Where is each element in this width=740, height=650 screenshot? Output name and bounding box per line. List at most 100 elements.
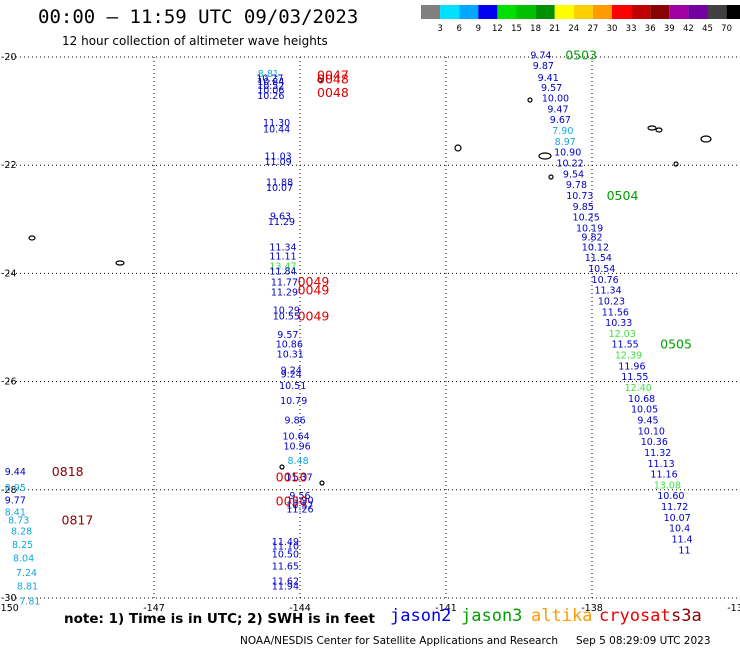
colorbar-swatch [707,5,727,19]
wave-height-label: 9.47 [547,104,568,115]
island-outline [454,144,462,152]
wave-height-label: 10.90 [554,148,581,159]
colorbar-tick-label: 6 [456,24,461,34]
island-outline [319,480,325,486]
colorbar-swatch [592,5,612,19]
wave-height-label: 8.04 [13,553,34,564]
pass-time-label: 0504 [607,188,639,203]
wave-height-label: 10.54 [588,264,615,275]
wave-height-label: 10.84 [257,77,284,88]
pass-time-label: 0503 [565,47,597,62]
wave-height-label: 12.39 [615,351,642,362]
y-axis-labels: -20 -22 -24 -26 -28 -30 [1,52,17,604]
x-tick-label: -138 [581,603,603,614]
legend-item-jason2: jason2 [390,606,452,626]
wave-height-label: 8.25 [12,540,33,551]
wave-height-label: 7.81 [19,597,40,608]
page-title: 00:00 – 11:59 UTC 09/03/2023 [38,6,359,28]
wave-height-label: 8.28 [11,526,32,537]
colorbar-swatch [631,5,651,19]
wave-height-label: 11.16 [650,470,677,481]
wave-height-label: 11.54 [585,253,612,264]
wave-height-label: 11.34 [594,286,621,297]
pass-time-label: 0048 [317,72,349,87]
colorbar-tick-label: 30 [607,24,618,34]
island-outline [673,161,679,167]
colorbar-tick-label: 21 [549,24,560,34]
colorbar-swatch [688,5,708,19]
colorbar-tick-label: 15 [511,24,522,34]
pass-time-label: 0049 [298,274,330,289]
colorbar-tick-label: 27 [587,24,598,34]
wave-height-label: 11.30 [263,118,290,129]
wave-height-label: 8.41 [5,507,26,518]
wave-height-label: 11.72 [661,502,688,513]
wave-height-label: 9.57 [541,83,562,94]
wave-height-label: 11.65 [272,562,299,573]
wave-height-label: 8.73 [8,516,29,527]
page-subtitle: 12 hour collection of altimeter wave hei… [62,34,328,48]
island-outline [548,174,554,180]
colorbar-swatch [669,5,689,19]
wave-height-label: 11.49 [272,537,299,548]
wave-height-label: 11.56 [602,307,629,318]
wave-height-label: 10.07 [266,183,293,194]
legend-item-s3a: s3a [671,606,702,626]
colorbar-tick-label: 33 [626,24,637,34]
grid-lines [8,56,738,599]
wave-height-label: 10.10 [638,426,665,437]
wave-height-label: 9.82 [581,233,602,244]
colorbar-tick-label: 45 [702,24,713,34]
wave-height-label: 10.29 [273,306,300,317]
wave-height-label: 10.26 [257,91,284,102]
wave-height-label: 10.60 [657,491,684,502]
wave-height-label: 10.25 [573,213,600,224]
pass-time-label: 0049 [298,309,330,324]
wave-height-label: 11.55 [611,340,638,351]
wave-height-label: 10.23 [598,296,625,307]
x-tick-label: -147 [143,603,165,614]
wave-height-label: 9.45 [637,415,658,426]
units-note: note: 1) Time is in UTC; 2) SWH is in fe… [64,611,375,627]
island-outline [317,77,323,83]
wave-height-label: 12.03 [609,329,636,340]
wave-height-label: 9.24 [281,369,302,380]
wave-height-label: 9.74 [530,50,551,61]
island-outline [647,125,657,131]
wave-height-label: 11.62 [272,577,299,588]
colorbar-swatch [440,5,460,19]
wave-height-label: 7.24 [16,568,37,579]
wave-height-label: 10.22 [556,158,583,169]
y-tick-label: -24 [1,268,17,279]
colorbar-swatch [421,5,441,19]
wave-height-label: 11.4 [671,534,692,545]
wave-height-label: 11.03 [264,151,291,162]
wave-height-label: 8.95 [5,483,26,494]
colorbar-tick-label: 42 [683,24,694,34]
pass-time-label: 0818 [52,464,84,479]
colorbar-swatch [535,5,555,19]
wave-height-label: 11.55 [621,372,648,383]
x-tick-label: -150 [0,603,19,614]
wave-height-label: 9.63 [270,212,291,223]
wave-height-label: 8.48 [287,456,308,467]
wave-height-labels: 8.8110.2710.8410.5210.0610.2611.3010.441… [5,47,693,607]
wave-height-label: 10.12 [582,242,609,253]
wave-height-label: 10.86 [276,340,303,351]
colorbar-tick-label: 24 [568,24,579,34]
colorbar-tick-label: 70 [721,24,732,34]
pass-time-label: 0817 [62,513,94,528]
pass-time-label: 0049 [298,283,330,298]
island-outline [538,152,552,160]
wave-height-label: 9.24 [281,366,302,377]
wave-height-label: 9.44 [5,467,26,478]
island-outlines [28,77,712,486]
x-tick-label: -144 [289,603,311,614]
y-tick-label: -20 [1,52,17,63]
wave-height-label: 11.88 [266,177,293,188]
wave-height-label: 9.77 [5,496,26,507]
wave-height-label: 10.4 [669,524,690,535]
pass-time-label: 0505 [660,337,692,352]
colorbar-tick-label: 36 [645,24,656,34]
